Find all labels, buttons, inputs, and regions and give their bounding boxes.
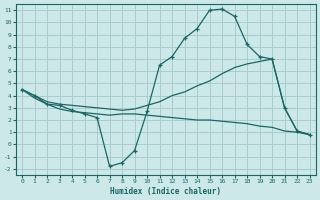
X-axis label: Humidex (Indice chaleur): Humidex (Indice chaleur) [110, 187, 221, 196]
